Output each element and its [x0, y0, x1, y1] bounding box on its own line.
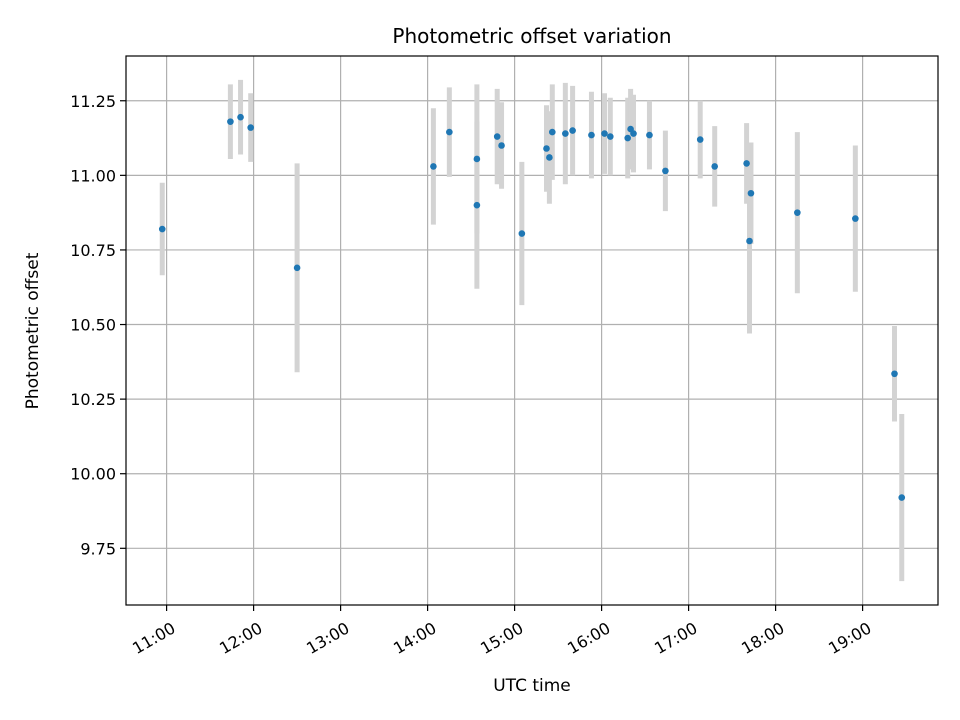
- data-point: [446, 128, 453, 136]
- data-point: [247, 124, 254, 131]
- data-point: [546, 154, 553, 161]
- data-point: [746, 237, 753, 245]
- data-point: [473, 155, 481, 163]
- data-point: [601, 130, 608, 137]
- data-point: [607, 133, 614, 140]
- data-point: [543, 145, 550, 152]
- plot-frame: [125, 55, 939, 606]
- data-point: [473, 201, 481, 209]
- data-point: [549, 128, 556, 136]
- x-axis-label: UTC time: [493, 676, 571, 696]
- data-point: [158, 225, 166, 233]
- data-point: [743, 160, 750, 167]
- data-point: [493, 133, 501, 140]
- grid-lines: [126, 56, 938, 605]
- y-tick-label: 10.00: [70, 465, 116, 484]
- y-tick-label: 11.25: [70, 92, 116, 111]
- data-point: [747, 189, 755, 197]
- data-point: [794, 209, 801, 216]
- data-point: [518, 230, 526, 237]
- data-point: [227, 118, 234, 125]
- data-point: [891, 370, 898, 378]
- data-point: [293, 264, 301, 272]
- data-point: [588, 131, 595, 139]
- data-point: [646, 131, 653, 139]
- y-axis-label: Photometric offset: [23, 252, 43, 409]
- data-point: [852, 215, 859, 222]
- data-points: [158, 113, 906, 501]
- chart-title: Photometric offset variation: [392, 24, 671, 48]
- data-point: [569, 127, 576, 134]
- y-tick-label: 11.00: [70, 166, 116, 185]
- data-point: [624, 134, 631, 142]
- data-point: [498, 142, 505, 149]
- data-point: [562, 130, 569, 137]
- data-point: [630, 130, 637, 137]
- data-point: [696, 136, 704, 143]
- y-tick-label: 10.75: [70, 241, 116, 260]
- y-tick-label: 9.75: [80, 539, 116, 558]
- data-point: [237, 113, 244, 121]
- data-point: [430, 163, 437, 170]
- y-tick-label: 10.50: [70, 316, 116, 335]
- data-point: [711, 163, 718, 170]
- y-tick-label: 10.25: [70, 390, 116, 409]
- data-point: [662, 167, 669, 175]
- data-point: [898, 494, 906, 501]
